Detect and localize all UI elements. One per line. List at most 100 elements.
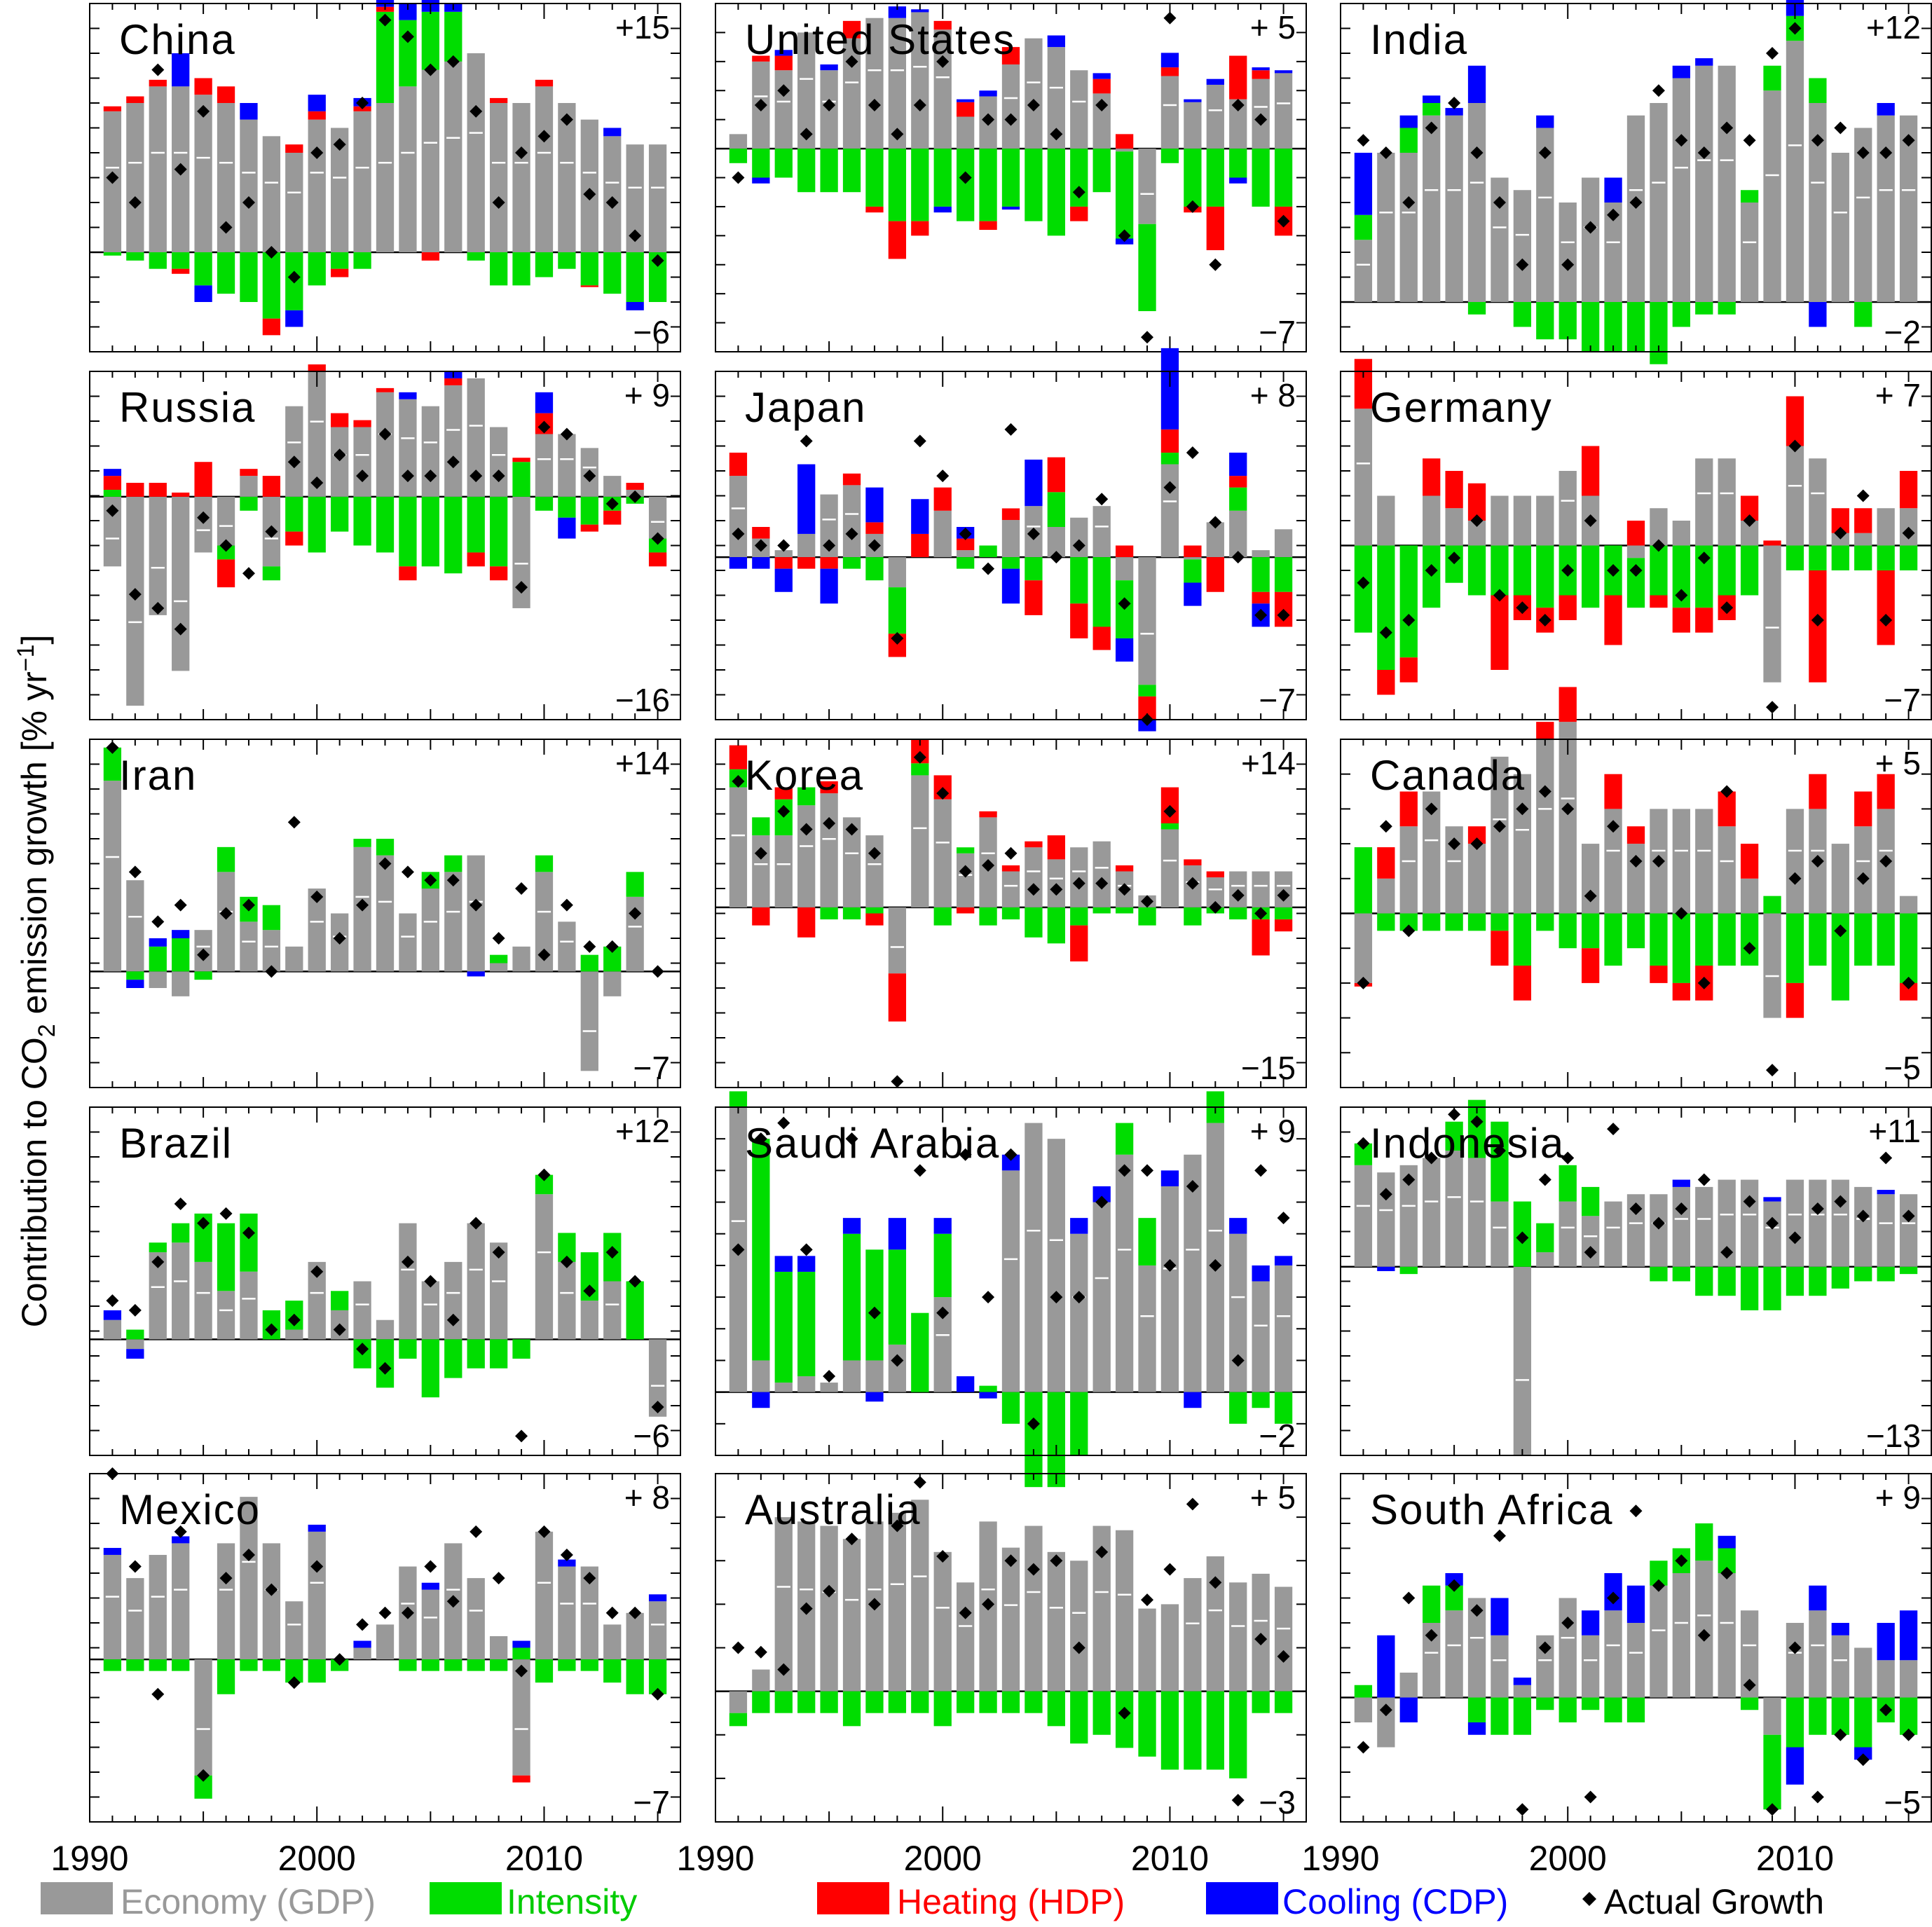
bar-cooling-2005 <box>1672 65 1690 78</box>
bar-intensity-2009 <box>1138 907 1156 926</box>
bar-gdp-2001 <box>957 1582 975 1692</box>
bar-cooling-1995 <box>820 568 838 604</box>
bar-intensity-1994 <box>797 1691 816 1713</box>
x-tick-label-2010: 2010 <box>505 1839 583 1878</box>
bar-intensity-2007 <box>467 252 485 261</box>
actual-point-2012 <box>583 1572 596 1585</box>
bar-gdp-2004 <box>1025 1525 1043 1692</box>
bar-heating-2012 <box>1206 206 1224 251</box>
actual-point-1991 <box>1357 576 1370 589</box>
actual-point-1996 <box>219 539 233 552</box>
bar-intensity-1998 <box>1513 1697 1532 1735</box>
bar-gdp-2004 <box>399 86 417 252</box>
bar-gdp-2004 <box>1025 1123 1043 1392</box>
bar-intensity-2004 <box>399 20 417 87</box>
bar-gdp-2001 <box>331 427 349 497</box>
bar-intensity-1991 <box>1354 847 1373 914</box>
bar-intensity-2003 <box>1001 907 1020 920</box>
bar-gdp-1991 <box>729 134 748 149</box>
bar-gdp-1996 <box>842 1360 861 1392</box>
bar-cooling-2015 <box>648 1594 667 1602</box>
bar-heating-1992 <box>1377 670 1395 695</box>
actual-point-2002 <box>1607 208 1620 221</box>
bar-gdp-2011 <box>1184 102 1202 149</box>
actual-point-2009 <box>1141 331 1154 344</box>
actual-point-1991 <box>106 504 119 517</box>
bar-intensity-2008 <box>1740 913 1759 966</box>
bar-heating-2003 <box>376 388 395 392</box>
actual-point-1997 <box>242 898 255 912</box>
bar-heating-1991 <box>729 452 748 476</box>
actual-point-2010 <box>1163 804 1177 818</box>
actual-point-2014 <box>1879 854 1893 868</box>
bar-intensity-2014 <box>1252 1691 1270 1713</box>
actual-point-2001 <box>959 171 972 184</box>
actual-point-2006 <box>1697 1628 1711 1642</box>
bar-heating-2006 <box>1695 608 1713 633</box>
bar-heating-1991 <box>103 476 122 490</box>
bar-gdp-2013 <box>1229 1233 1247 1392</box>
actual-point-1999 <box>1538 1641 1551 1654</box>
actual-point-1995 <box>823 816 836 830</box>
actual-point-2011 <box>1811 1790 1824 1804</box>
actual-point-1999 <box>287 270 301 284</box>
bar-intensity-2004 <box>1025 907 1043 938</box>
bar-gdp-2014 <box>1252 871 1270 907</box>
bar-intensity-1997 <box>240 1213 258 1272</box>
bar-heating-2013 <box>1854 508 1872 533</box>
actual-point-2007 <box>1720 1246 1734 1259</box>
bar-gdp-2009 <box>512 103 530 252</box>
bar-gdp-1991 <box>103 1319 122 1340</box>
bar-intensity-2013 <box>1854 302 1872 327</box>
actual-point-2008 <box>1743 1195 1756 1208</box>
bar-intensity-1996 <box>1467 302 1486 315</box>
actual-point-1991 <box>732 1243 745 1256</box>
bar-heating-2012 <box>1206 871 1224 878</box>
bar-intensity-2005 <box>421 1339 439 1398</box>
bar-heating-1993 <box>149 79 167 87</box>
bar-cooling-2015 <box>1274 1256 1293 1266</box>
actual-point-2001 <box>959 527 972 540</box>
country-label-germany: Germany <box>1370 384 1553 431</box>
actual-point-2003 <box>1629 1202 1643 1215</box>
bar-intensity-2000 <box>308 252 326 286</box>
bar-gdp-1992 <box>126 1339 144 1350</box>
actual-point-1999 <box>287 816 301 829</box>
actual-point-2010 <box>537 130 551 143</box>
actual-point-1996 <box>845 527 858 540</box>
bar-intensity-2001 <box>1582 1186 1600 1216</box>
bar-intensity-1991 <box>103 489 122 497</box>
bar-heating-1999 <box>911 533 929 558</box>
bar-intensity-2001 <box>957 149 975 221</box>
bar-heating-2001 <box>1582 948 1600 983</box>
bar-gdp-1998 <box>1513 190 1532 302</box>
actual-point-1995 <box>823 1584 836 1598</box>
y-axis-label-mid: emission growth [% yr <box>15 671 54 1024</box>
bar-intensity-2002 <box>353 252 371 269</box>
actual-point-1999 <box>287 455 301 469</box>
legend-label-heating: Heating (HDP) <box>897 1882 1125 1921</box>
bar-cooling-1993 <box>774 50 793 56</box>
bar-intensity-2008 <box>1115 1691 1134 1748</box>
x-tick-label-1990: 1990 <box>1301 1839 1379 1878</box>
bar-intensity-1998 <box>1513 545 1532 596</box>
bar-gdp-2007 <box>1718 826 1736 914</box>
bar-intensity-2007 <box>1718 913 1736 966</box>
bar-intensity-2002 <box>1604 1697 1622 1722</box>
bar-cooling-2013 <box>1229 1218 1247 1234</box>
bar-intensity-1996 <box>842 1233 861 1361</box>
bar-heating-1994 <box>172 492 190 497</box>
actual-point-2005 <box>424 1560 437 1573</box>
bar-intensity-1999 <box>285 496 303 532</box>
actual-point-2014 <box>1879 614 1893 626</box>
bar-intensity-2012 <box>580 1659 598 1671</box>
bar-gdp-2015 <box>1899 896 1918 914</box>
actual-point-2006 <box>1072 1641 1085 1654</box>
bar-gdp-1996 <box>1467 103 1486 302</box>
bar-gdp-1992 <box>1377 153 1395 302</box>
bar-gdp-2003 <box>1001 1547 1020 1692</box>
actual-point-1995 <box>1448 837 1461 851</box>
x-tick-label-2000: 2000 <box>278 1839 356 1878</box>
actual-point-2008 <box>1743 942 1756 955</box>
actual-point-2010 <box>537 948 551 961</box>
